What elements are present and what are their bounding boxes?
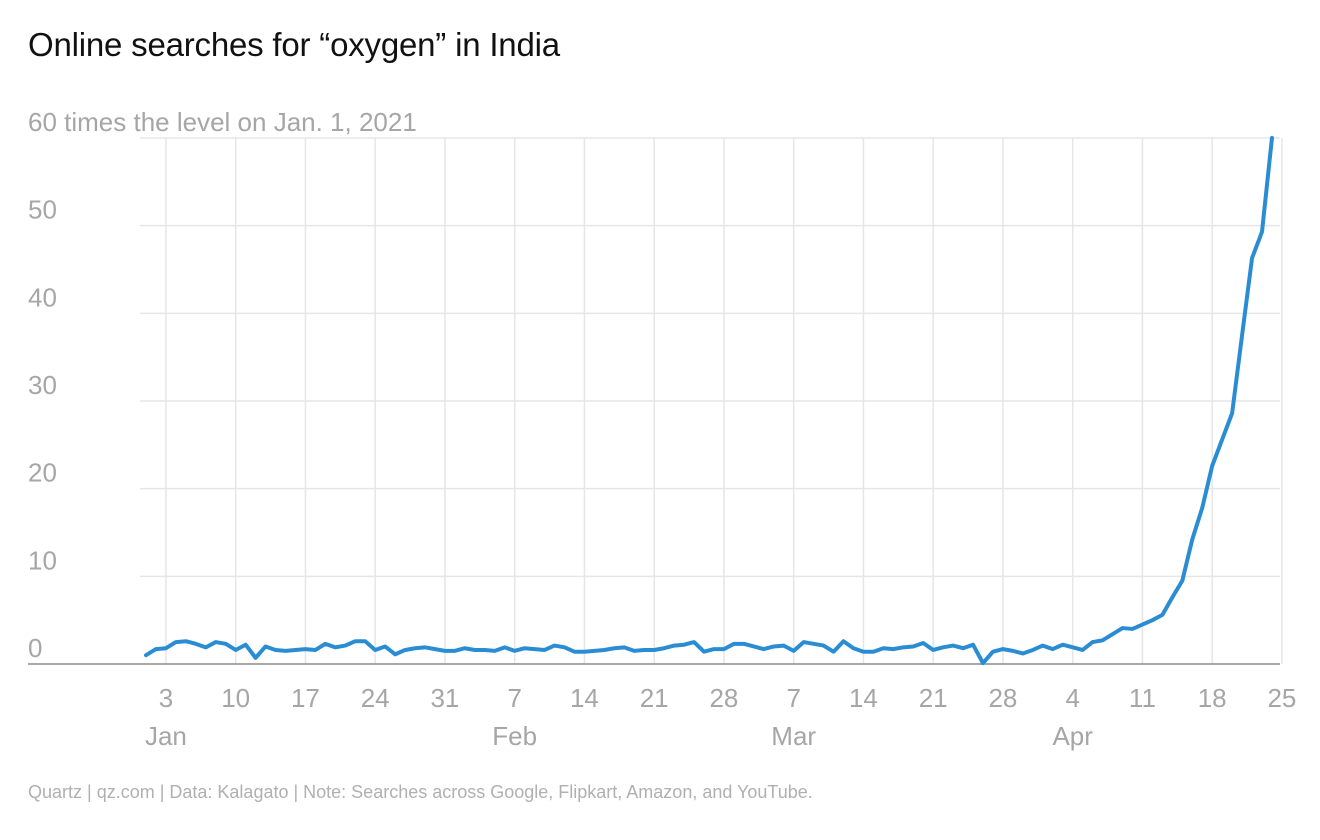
y-tick-label: 40 [28,282,57,312]
x-month-label: Jan [145,721,187,751]
x-tick-label: 25 [1267,683,1296,713]
y-tick-label: 30 [28,370,57,400]
x-tick-label: 4 [1065,683,1079,713]
x-axis-labels: 3 Jan 10 17 24 31 7 Feb 14 21 28 7 Mar 14 21 28 4 Apr 11 18… [145,683,1296,751]
y-axis-labels: 0 10 20 30 40 50 60 times the level on Jan. 1,… [28,107,417,663]
x-month-label: Apr [1052,721,1093,751]
y-tick-label: 50 [28,195,57,225]
x-tick-label: 18 [1198,683,1227,713]
y-tick-label: 10 [28,545,57,575]
chart-title: Online searches for “oxygen” in India [28,26,560,63]
x-tick-label: 28 [988,683,1017,713]
x-tick-label: 3 [159,683,173,713]
x-tick-label: 7 [507,683,521,713]
x-tick-label: 14 [570,683,599,713]
x-tick-label: 17 [291,683,320,713]
x-month-label: Feb [492,721,537,751]
x-tick-label: 24 [361,683,390,713]
x-tick-label: 21 [640,683,669,713]
source-note: Quartz | qz.com | Data: Kalagato | Note:… [28,782,813,802]
y-tick-label: 0 [28,633,42,663]
x-tick-label: 28 [709,683,738,713]
x-tick-label: 21 [919,683,948,713]
series-line-oxygen-searches [144,136,1274,666]
x-tick-label: 7 [786,683,800,713]
x-tick-label: 31 [430,683,459,713]
x-month-label: Mar [771,721,816,751]
grid-lines [140,137,1283,664]
x-tick-label: 11 [1129,683,1156,713]
y-tick-label: 60 times the level on Jan. 1, 2021 [28,107,417,137]
x-tick-label: 10 [221,683,250,713]
y-tick-label: 20 [28,458,57,488]
x-tick-label: 14 [849,683,878,713]
